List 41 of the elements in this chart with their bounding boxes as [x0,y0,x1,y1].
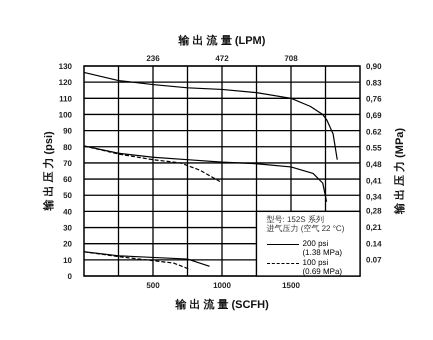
y-tick-label: 130 [58,62,73,71]
y2-tick-label: 0,76 [366,94,382,104]
y-tick-label: 0 [68,272,73,281]
y-axis-title: 输 出 压 力 (psi) [42,130,55,212]
y-tick-label: 50 [63,191,73,200]
y2-tick-label: 0.83 [366,78,382,88]
annotation: 进气压力 (空气 22 °C) [266,224,344,234]
y-tick-label: 80 [63,142,73,152]
y-tick-label: 90 [63,126,73,136]
y-tick-label: 40 [63,207,73,216]
x2-tick-label: 708 [284,54,298,63]
y2-tick-label: 0,41 [366,176,382,186]
x-tick-label: 1500 [282,281,300,290]
x-tick-label: 1000 [213,281,232,290]
legend-title: 型号: 152S 系列 [266,215,325,224]
y-tick-label: 120 [58,78,73,88]
y-tick-label: 10 [63,256,73,265]
y2-tick-label: 0,48 [366,160,382,169]
y-tick-label: 70 [63,158,73,168]
y-tick-label: 100 [58,110,73,120]
x2-axis-title: 输 出 流 量 (LPM) [178,34,266,47]
y2-tick-label: 0,28 [366,206,382,216]
y2-tick-label: 0.55 [366,144,382,153]
legend-label: 200 psi (1.38 MPa) [302,239,344,258]
x-axis-title: 输 出 流 量 (SCFH) [174,298,270,311]
y-tick-label: 30 [63,224,73,233]
y2-tick-label: 0.62 [366,127,382,136]
y-tick-label: 110 [59,94,73,104]
y2-tick-label: 0,21 [366,223,382,232]
y-tick-label: 20 [63,240,73,249]
x2-tick-label: 236 [146,54,160,63]
x2-tick-label: 472 [215,54,230,63]
y2-tick-label: 0.14 [366,239,382,248]
y2-tick-label: 0,90 [366,62,382,71]
y-tick-label: 60 [63,175,73,184]
y2-tick-label: 0,69 [366,111,382,120]
y2-tick-label: 0.07 [366,256,382,265]
y2-axis-title: 输 出 压 力 (MPa) [393,128,406,216]
x-tick-label: 500 [146,281,160,290]
y2-tick-label: 0,34 [366,192,382,202]
legend-label: 100 psi (0.69 MPa) [302,258,344,276]
